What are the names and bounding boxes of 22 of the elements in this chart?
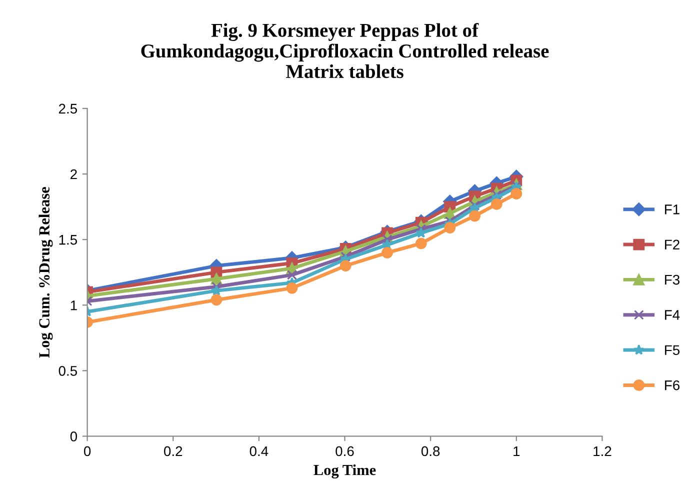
legend-label: F1: [665, 204, 680, 214]
legend-label: F3: [665, 274, 680, 285]
x-tick-label: 0.6: [336, 446, 354, 456]
x-tick-label: 0.8: [421, 446, 440, 456]
y-tick-label: 2: [70, 169, 77, 180]
x-tick-label: 0: [84, 446, 91, 456]
y-tick-label: 0: [70, 432, 78, 442]
legend-label: F4: [665, 310, 680, 320]
y-tick-label: 2.5: [58, 104, 77, 114]
chart-title: Fig. 9 Korsmeyer Peppas Plot of Gumkondagogu,Ciprofloxacin Controlled release Matrix tablets: [141, 23, 549, 78]
y-axis-title: Log Cum. %Drug Release: [38, 187, 53, 358]
y-tick-label: 1: [70, 300, 77, 310]
legend-label: F6: [665, 380, 680, 390]
x-tick-label: 1.2: [594, 446, 612, 456]
x-axis-title: Log Time: [314, 464, 376, 478]
y-tick-label: 0.5: [58, 366, 77, 376]
legend-label: F5: [665, 345, 680, 356]
x-tick-label: 1: [514, 446, 520, 456]
x-tick-label: 0.2: [164, 446, 182, 456]
y-tick-label: 1.5: [59, 235, 77, 245]
legend-label: F2: [665, 240, 680, 250]
x-tick-label: 0.4: [250, 446, 268, 456]
